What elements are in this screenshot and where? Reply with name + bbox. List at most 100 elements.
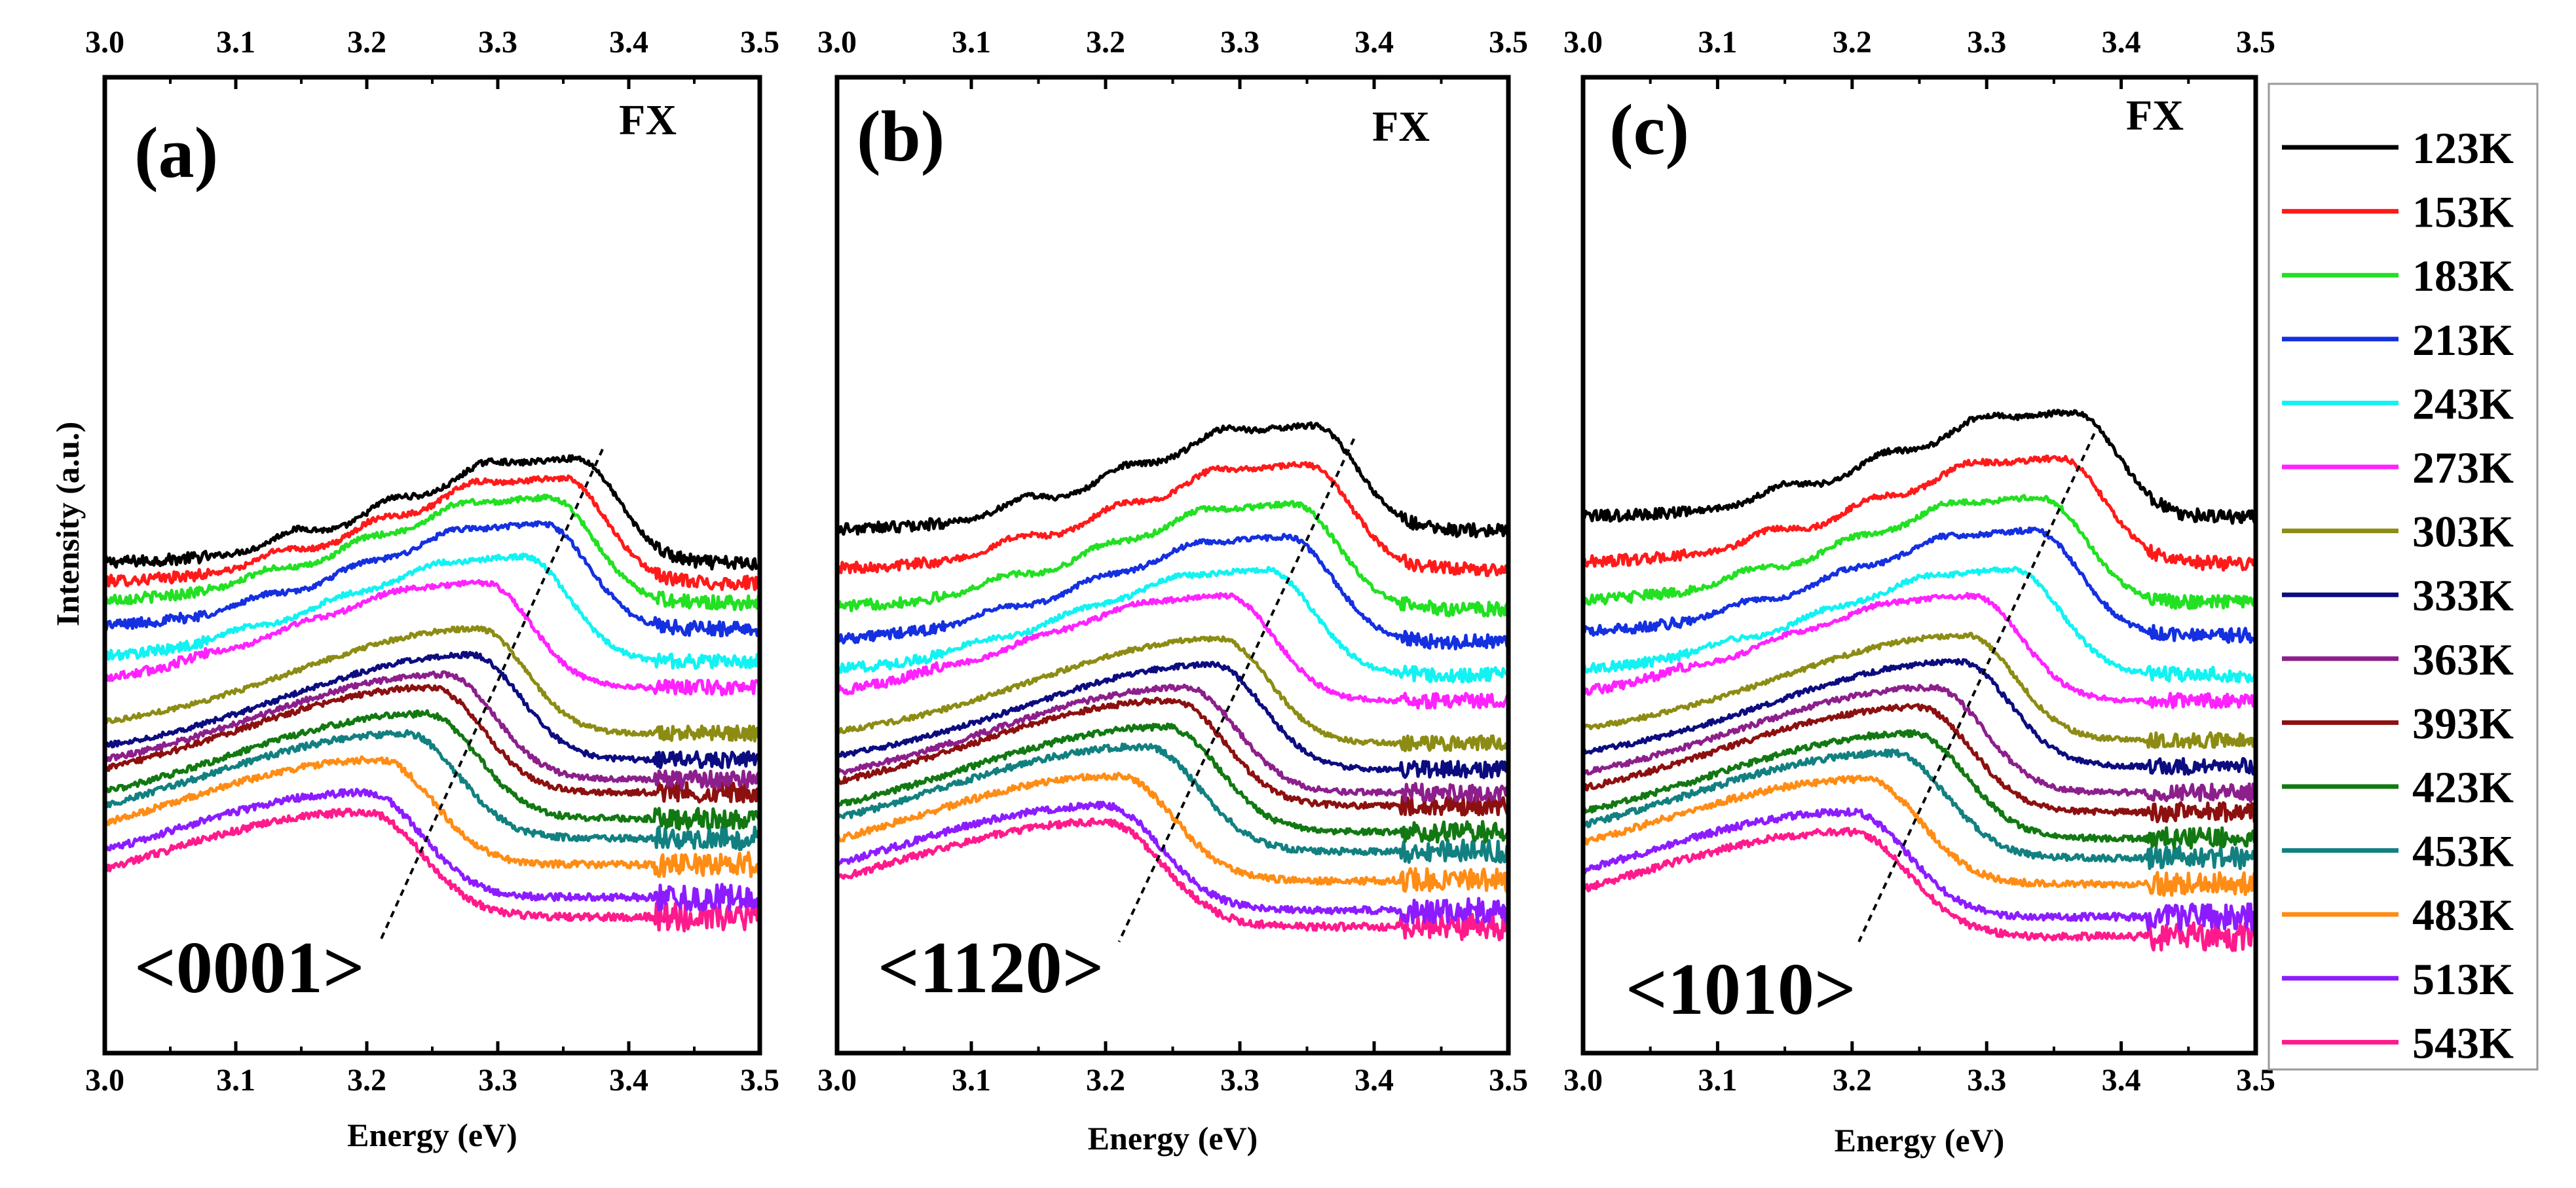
y-axis-label: Intensity (a.u.)	[49, 422, 86, 627]
spectrum-453K-panel-c	[1583, 748, 2256, 870]
spectrum-153K-panel-b	[837, 460, 1508, 578]
x-tick-label-top: 3.5	[740, 25, 779, 60]
x-tick-label-bottom: 3.2	[347, 1063, 386, 1098]
spectra	[837, 421, 1508, 942]
legend: 123K 153K 183K 213K 243K 273K 303K 333K 363K 393K…	[2268, 83, 2539, 1071]
spectrum-453K-panel-b	[837, 742, 1508, 864]
spectrum-303K-panel-b	[837, 635, 1508, 752]
spectrum-513K-panel-b	[837, 800, 1508, 925]
spectrum-453K-panel-a	[105, 729, 760, 851]
x-tick-label-bottom: 3.4	[1354, 1063, 1394, 1098]
spectrum-213K-panel-c	[1583, 526, 2256, 644]
panel-label: (a)	[134, 113, 218, 193]
spectrum-303K-panel-c	[1583, 631, 2256, 749]
spectrum-513K-panel-c	[1583, 807, 2256, 931]
x-tick-label-bottom: 3.1	[952, 1063, 991, 1098]
x-tick-label-top: 3.2	[1833, 25, 1872, 60]
legend-label-243K: 243K	[2412, 379, 2514, 428]
spectrum-183K-panel-b	[837, 500, 1508, 618]
x-tick-label-top: 3.1	[1698, 25, 1737, 60]
x-tick-label-top: 3.3	[1220, 25, 1260, 60]
x-tick-label-top: 3.0	[85, 25, 124, 60]
x-tick-label-top: 3.3	[1967, 25, 2006, 60]
spectra	[1583, 409, 2256, 952]
x-tick-label-top: 3.4	[609, 25, 648, 60]
spectrum-393K-panel-b	[837, 696, 1508, 817]
legend-label-363K: 363K	[2412, 635, 2514, 684]
x-tick-label-top: 3.2	[1086, 25, 1125, 60]
spectrum-423K-panel-c	[1583, 729, 2256, 850]
fx-trend-line	[379, 449, 604, 942]
x-tick-label-top: 3.4	[2102, 25, 2141, 60]
spectrum-483K-panel-c	[1583, 774, 2256, 897]
panel-b: 3.0 3.0 3.1 3.1 3.2 3.2 3.3 3.3 3.4 3.4 3.5 3.5 Ener…	[817, 25, 1528, 1157]
spectrum-213K-panel-b	[837, 532, 1508, 651]
spectrum-123K-panel-a	[105, 454, 760, 571]
spectrum-393K-panel-c	[1583, 703, 2256, 824]
x-axis-label: Energy (eV)	[347, 1117, 517, 1153]
legend-label-213K: 213K	[2412, 315, 2514, 365]
x-tick-label-top: 3.1	[952, 25, 991, 60]
x-tick-label-top: 3.4	[1354, 25, 1394, 60]
x-tick-label-bottom: 3.2	[1086, 1063, 1125, 1098]
x-tick-label-bottom: 3.3	[1967, 1063, 2006, 1098]
spectrum-333K-panel-a	[105, 650, 760, 770]
spectrum-333K-panel-b	[837, 661, 1508, 779]
legend-label-303K: 303K	[2412, 507, 2514, 557]
x-axis-label: Energy (eV)	[1088, 1120, 1258, 1157]
fx-annotation: FX	[1372, 103, 1430, 151]
spectrum-213K-panel-a	[105, 520, 760, 638]
legend-label-273K: 273K	[2412, 443, 2514, 492]
spectrum-423K-panel-a	[105, 709, 760, 831]
legend-label-543K: 543K	[2412, 1018, 2514, 1067]
spectrum-243K-panel-b	[837, 566, 1508, 684]
legend-label-483K: 483K	[2412, 890, 2514, 940]
legend-label-333K: 333K	[2412, 570, 2514, 620]
panel-c: 3.03.03.13.13.23.23.33.33.43.43.53.5Ener…	[1563, 25, 2275, 1159]
plot-frame	[1580, 75, 2258, 1056]
panel-label: (c)	[1609, 90, 1689, 170]
legend-box	[2268, 83, 2539, 1071]
spectrum-123K-panel-c	[1583, 409, 2256, 525]
spectrum-543K-panel-b	[837, 817, 1508, 942]
legend-label-423K: 423K	[2412, 762, 2514, 812]
x-tick-label-bottom: 3.0	[85, 1063, 124, 1098]
fx-annotation: FX	[619, 96, 677, 144]
spectrum-513K-panel-a	[105, 787, 760, 912]
x-tick-label-top: 3.5	[1489, 25, 1528, 60]
fx-annotation: FX	[2126, 92, 2184, 139]
spectrum-483K-panel-a	[105, 755, 760, 878]
x-tick-label-top: 3.0	[1563, 25, 1603, 60]
x-tick-label-top: 3.2	[347, 25, 386, 60]
x-tick-label-bottom: 3.5	[1489, 1063, 1528, 1098]
spectrum-273K-panel-c	[1583, 591, 2256, 709]
x-axis-label: Energy (eV)	[1835, 1122, 2005, 1159]
x-tick-label-bottom: 3.0	[1563, 1063, 1603, 1098]
x-tick-label-bottom: 3.5	[740, 1063, 779, 1098]
x-tick-label-bottom: 3.1	[216, 1063, 255, 1098]
x-tick-label-bottom: 3.3	[1220, 1063, 1260, 1098]
spectrum-183K-panel-c	[1583, 494, 2256, 610]
spectrum-333K-panel-c	[1583, 658, 2256, 776]
spectrum-243K-panel-a	[105, 552, 760, 670]
legend-label-123K: 123K	[2412, 123, 2514, 173]
spectrum-423K-panel-b	[837, 722, 1508, 844]
spectrum-543K-panel-c	[1583, 826, 2256, 952]
legend-label-513K: 513K	[2412, 954, 2514, 1004]
spectrum-363K-panel-a	[105, 670, 760, 790]
fx-trend-line	[1117, 438, 1356, 942]
spectrum-483K-panel-b	[837, 771, 1508, 894]
x-tick-label-bottom: 3.4	[2102, 1063, 2141, 1098]
direction-label: <1010>	[1626, 949, 1856, 1030]
x-tick-label-bottom: 3.1	[1698, 1063, 1737, 1098]
spectra	[105, 454, 760, 933]
spectrum-543K-panel-a	[105, 807, 760, 933]
direction-label: <0001>	[134, 927, 365, 1009]
legend-label-183K: 183K	[2412, 251, 2514, 301]
spectrum-153K-panel-c	[1583, 455, 2256, 572]
legend-label-453K: 453K	[2412, 826, 2514, 876]
x-tick-label-top: 3.3	[478, 25, 517, 60]
direction-label: <1120>	[878, 927, 1104, 1009]
x-tick-label-top: 3.1	[216, 25, 255, 60]
